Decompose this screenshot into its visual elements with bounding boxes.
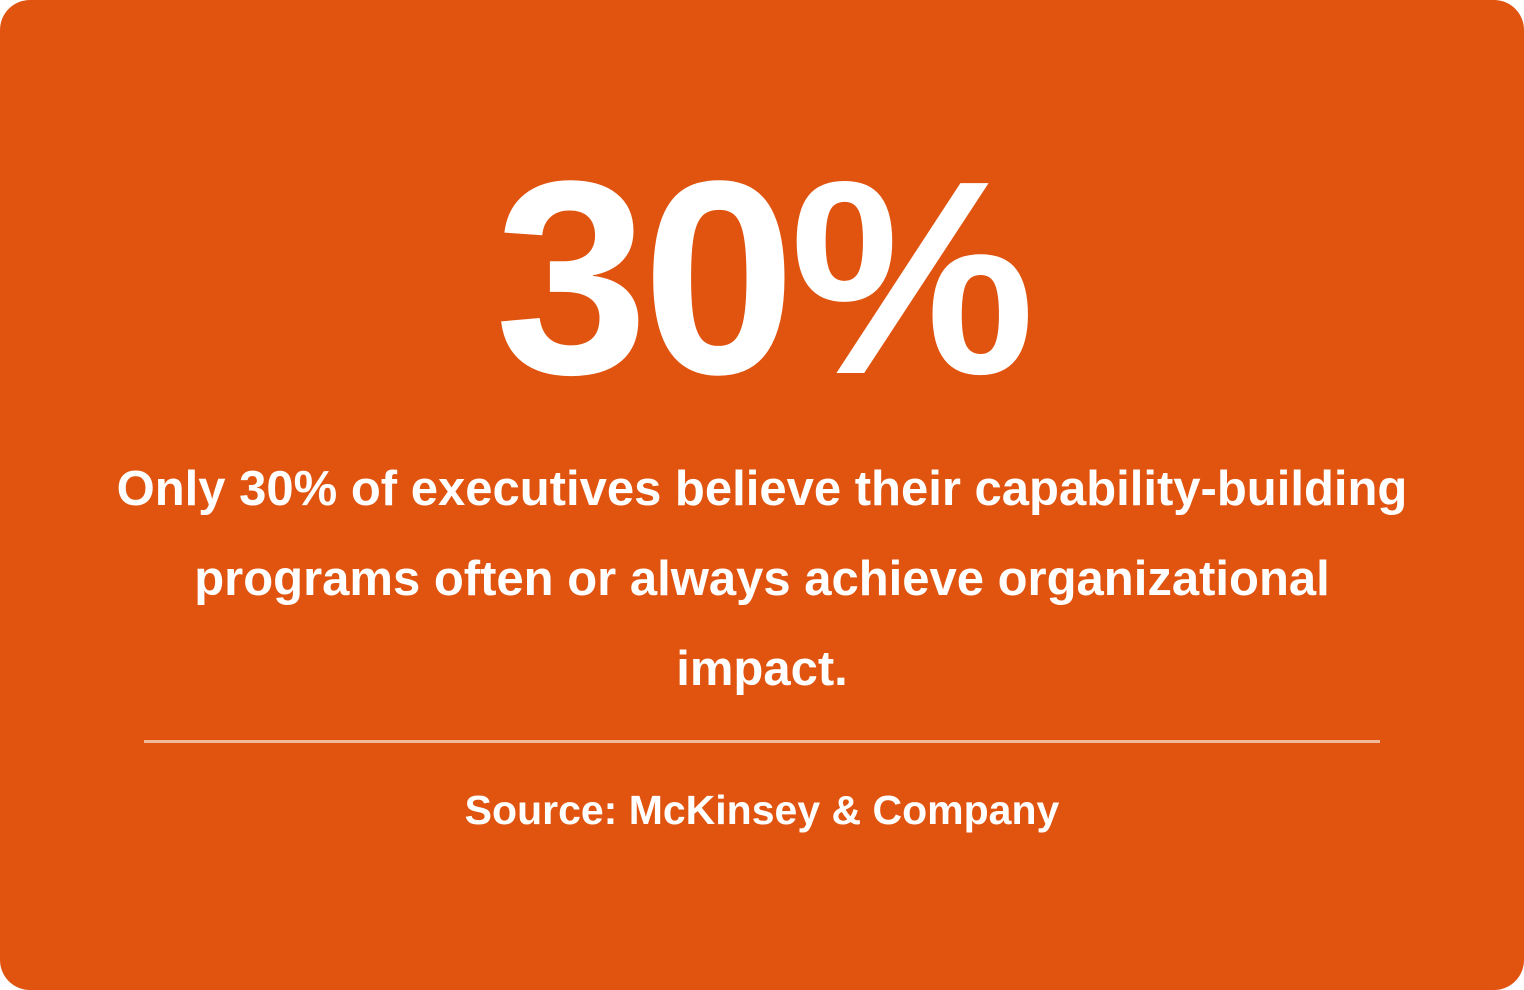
statement-text: Only 30% of executives believe their cap… <box>116 462 1408 696</box>
divider <box>144 740 1380 743</box>
headline-stat: 30% <box>494 124 1035 432</box>
source-credit: Source: McKinsey & Company <box>464 787 1060 833</box>
